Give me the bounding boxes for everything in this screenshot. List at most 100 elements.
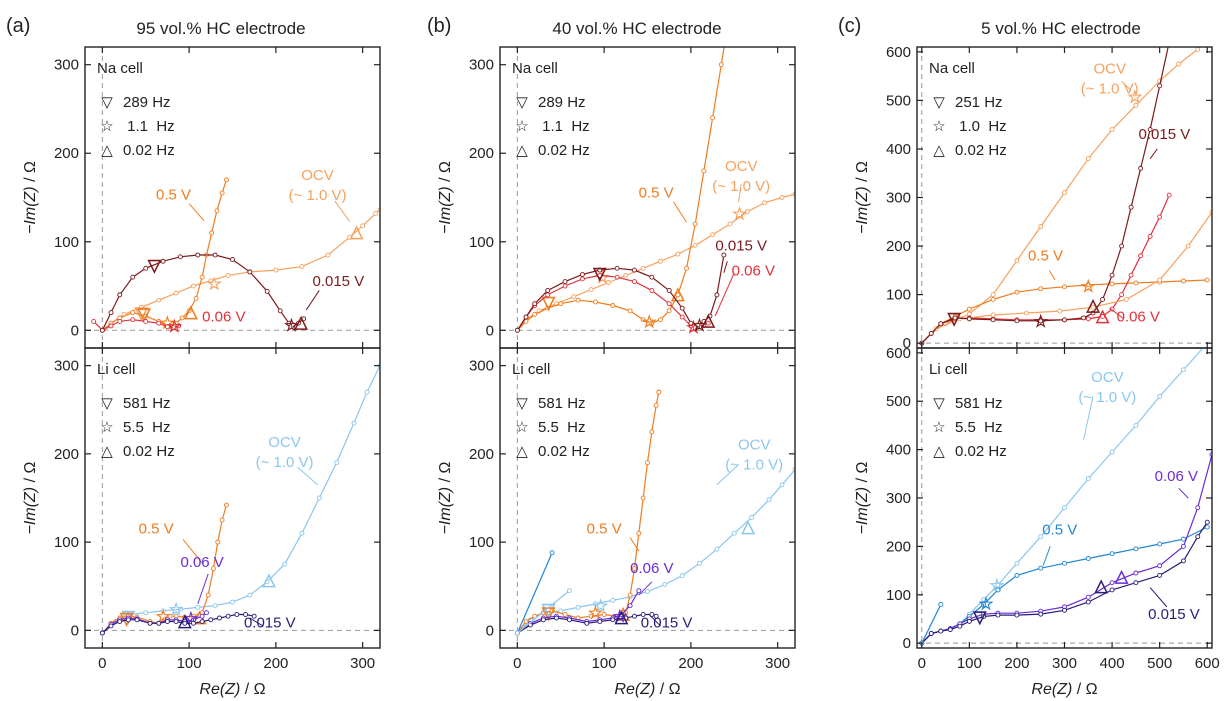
data-point	[981, 602, 987, 607]
series-line-0	[102, 365, 380, 634]
y-tick-label: 600	[886, 345, 911, 362]
data-point	[514, 630, 520, 636]
series-label: OCV	[1091, 369, 1124, 386]
data-point	[597, 272, 603, 278]
frequency-marker: △	[177, 611, 192, 630]
data-point	[1023, 310, 1029, 316]
data-point	[995, 612, 1001, 618]
data-point	[243, 612, 248, 617]
y-tick-label: 200	[886, 238, 911, 255]
data-point	[117, 292, 123, 298]
data-point	[214, 208, 220, 214]
data-point	[347, 234, 353, 240]
data-point	[1062, 317, 1067, 323]
column-title-a: 95 vol.% HC electrode	[136, 19, 305, 38]
data-point	[1085, 599, 1091, 605]
data-point	[966, 618, 972, 624]
y-tick-label: 200	[886, 538, 911, 555]
legend-label: 251 Hz	[955, 94, 1003, 111]
data-point	[688, 320, 694, 326]
data-point	[273, 267, 279, 273]
data-point	[1119, 243, 1125, 249]
data-point	[523, 619, 529, 624]
data-point	[649, 288, 655, 293]
data-point	[1109, 272, 1115, 278]
y-axis-label-suffix: / Ω	[437, 161, 454, 186]
data-point	[966, 306, 972, 312]
data-point	[640, 495, 646, 501]
data-point	[215, 539, 221, 545]
data-point	[610, 617, 616, 623]
y-axis-label: −Im(Z) / Ω	[437, 161, 454, 234]
legend-marker: ☆	[932, 118, 945, 135]
data-point	[160, 258, 166, 264]
legend-marker: △	[516, 142, 528, 159]
data-point	[588, 287, 594, 293]
series-line-0	[516, 193, 795, 331]
data-point	[1062, 560, 1067, 566]
y-tick-label: 100	[886, 587, 911, 604]
data-point	[947, 627, 953, 633]
data-point	[662, 582, 668, 587]
y-axis-label: −Im(Z) / Ω	[854, 462, 871, 535]
x-tick-label: 100	[957, 655, 982, 672]
data-point	[223, 177, 229, 183]
data-point	[614, 274, 620, 280]
label-leader	[1121, 80, 1132, 92]
data-point	[597, 267, 603, 273]
panels: ▽☆△▽ ☆△☆▽☆△OCV(~ 1.0 V)0.5 V0.06 V0.015 V…	[22, 36, 1220, 698]
data-point	[1014, 612, 1020, 618]
data-point	[219, 190, 225, 196]
frequency-marker: △	[294, 312, 309, 331]
data-point	[636, 530, 642, 536]
legend-label: 5.5 Hz	[955, 419, 1003, 436]
data-point	[1157, 572, 1163, 578]
data-point	[1181, 558, 1186, 564]
data-point	[724, 36, 728, 40]
y-tick-label: 0	[486, 622, 494, 639]
data-point	[710, 115, 716, 121]
data-point	[108, 623, 114, 629]
label-leader	[1042, 546, 1051, 566]
y-tick-label: 300	[469, 57, 494, 74]
data-point	[217, 615, 222, 621]
series-label: 0.06 V	[1155, 468, 1198, 485]
data-point	[610, 303, 616, 308]
data-point	[1085, 594, 1091, 600]
data-point	[957, 623, 963, 629]
data-point	[1128, 204, 1134, 210]
legend-label: 0.02 Hz	[538, 142, 590, 159]
x-tick-label: 0	[513, 655, 521, 672]
data-point	[762, 200, 768, 206]
legend-label: 581 Hz	[123, 395, 171, 412]
data-point	[938, 628, 944, 634]
data-point	[1204, 524, 1210, 530]
data-point	[575, 604, 581, 610]
x-tick-label: 200	[1004, 655, 1029, 672]
x-axis-label: Re(Z) / Ω	[614, 681, 680, 698]
legend-label: 1.1 Hz	[538, 118, 590, 135]
data-point	[1204, 519, 1210, 525]
data-point	[549, 608, 555, 614]
data-point	[990, 317, 996, 323]
panel-label-b: (b)	[427, 15, 451, 37]
data-point	[225, 613, 231, 619]
data-point	[721, 252, 727, 258]
series-label: 0.015 V	[244, 615, 296, 632]
data-point	[1038, 224, 1044, 230]
frequency-marker: △	[349, 222, 364, 241]
data-point	[117, 619, 123, 624]
data-point	[1109, 281, 1115, 287]
x-tick-label: 100	[592, 655, 617, 672]
label-leader	[1083, 396, 1094, 441]
label-leader	[188, 203, 205, 221]
data-point	[1167, 40, 1171, 44]
data-point	[532, 311, 538, 317]
data-point	[705, 320, 711, 326]
data-point	[627, 308, 633, 314]
data-point	[610, 597, 616, 603]
data-group: ☆☆▽☆△☆▽☆△	[514, 36, 795, 337]
x-axis-label-suffix: / Ω	[655, 681, 680, 698]
data-point	[191, 620, 196, 626]
x-tick-label: 300	[765, 655, 790, 672]
